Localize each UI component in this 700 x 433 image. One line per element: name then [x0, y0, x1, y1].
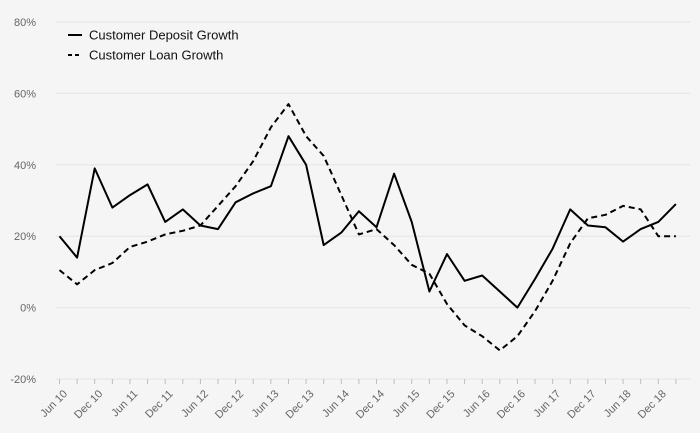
- x-tick-label: Dec 16: [495, 388, 528, 421]
- x-tick-label: Dec 11: [143, 388, 176, 421]
- grid-lines: [56, 21, 690, 380]
- x-tick-label: Jun 12: [179, 388, 211, 420]
- y-tick-label: 40%: [14, 160, 36, 172]
- legend-label: Customer Deposit Growth: [89, 28, 239, 43]
- series-layer: [58, 103, 677, 352]
- x-tick-label: Dec 18: [636, 388, 669, 421]
- x-tick-label: Jun 14: [320, 388, 352, 420]
- x-tick-label: Jun 17: [531, 388, 563, 420]
- y-tick-label: 0%: [20, 303, 36, 315]
- x-tick-label: Jun 11: [109, 388, 140, 419]
- y-tick-label: 20%: [14, 231, 36, 243]
- x-tick-label: Jun 10: [38, 388, 70, 420]
- series-line-customer-deposit-growth: [58, 135, 677, 309]
- x-tick-label: Jun 18: [602, 388, 634, 420]
- x-tick-label: Dec 14: [354, 388, 387, 421]
- y-tick-label: 80%: [14, 17, 36, 29]
- x-tick-label: Jun 13: [250, 388, 282, 420]
- y-tick-label: -20%: [10, 374, 36, 386]
- x-axis: Jun 10 Dec 10 Jun 11 Dec 11 Jun 12 Dec 12 Jun …: [38, 379, 677, 421]
- y-tick-label: 60%: [14, 88, 36, 100]
- x-tick-label: Dec 17: [565, 388, 598, 421]
- series-line-customer-loan-growth: [58, 103, 676, 352]
- x-tick-label: Dec 12: [213, 388, 246, 421]
- y-axis: -20% 0% 20% 40% 60% 80%: [10, 17, 36, 386]
- x-tick-label: Dec 10: [72, 388, 105, 421]
- x-tick-label: Jun 16: [461, 388, 493, 420]
- legend: Customer Deposit Growth Customer Loan Gro…: [68, 28, 239, 63]
- x-tick-label: Dec 13: [284, 388, 317, 421]
- x-tick-label: Dec 15: [424, 388, 457, 421]
- legend-label: Customer Loan Growth: [89, 48, 223, 63]
- x-tick-label: Jun 15: [390, 388, 422, 420]
